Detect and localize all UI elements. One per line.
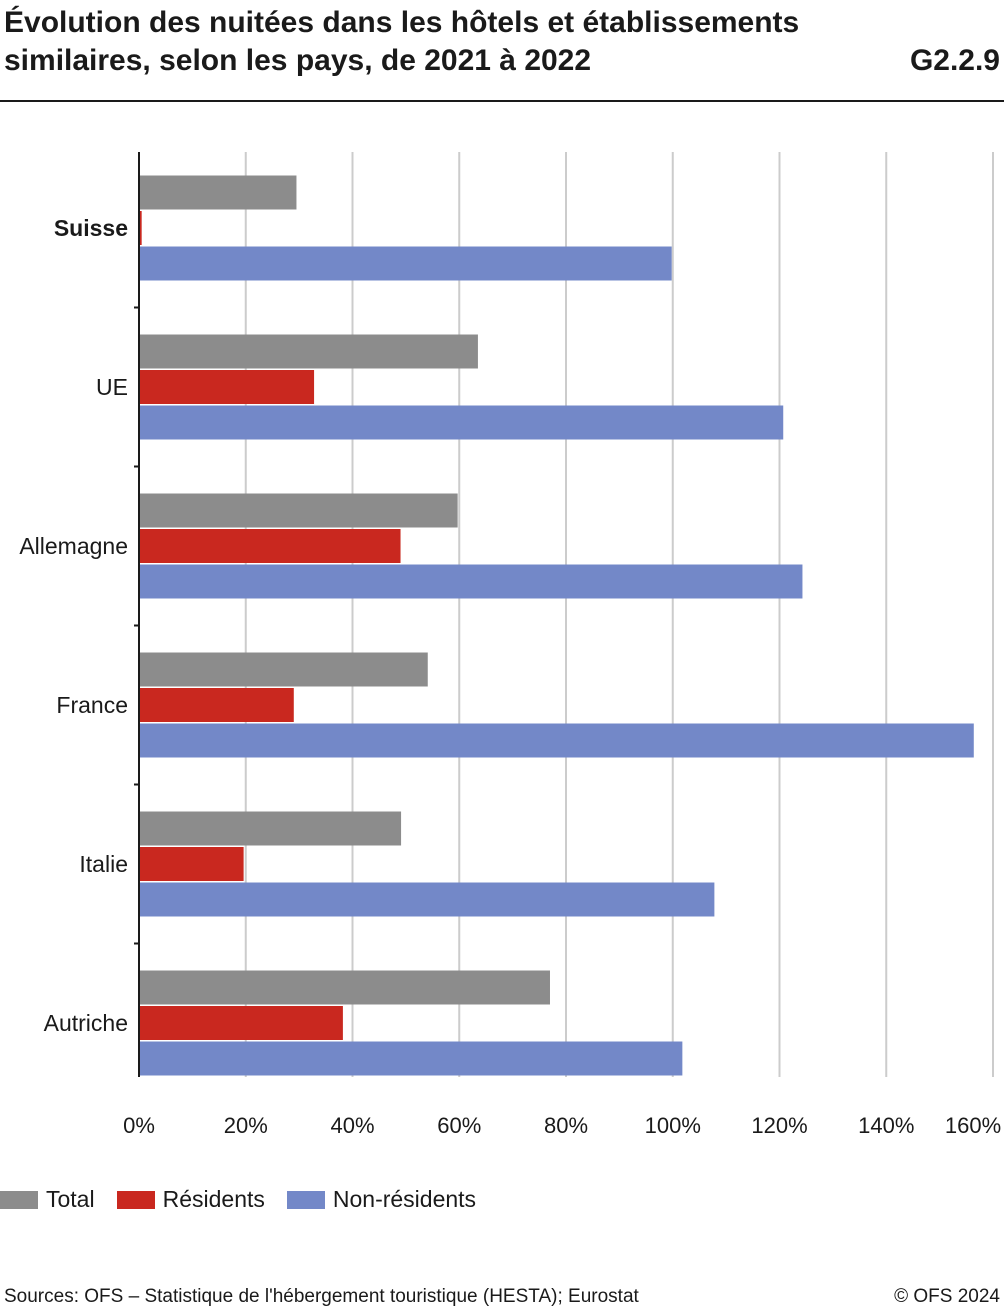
bar-total-italie xyxy=(139,811,402,846)
category-label: Italie xyxy=(79,851,128,877)
x-tick-label: 40% xyxy=(330,1113,374,1138)
bar-r-sidents-suisse xyxy=(139,211,142,245)
category-label: Allemagne xyxy=(19,533,128,559)
x-tick-label: 0% xyxy=(123,1113,155,1138)
bar-total-allemagne xyxy=(139,493,458,528)
bar-non-r-sidents-ue xyxy=(139,405,784,440)
chart-code: G2.2.9 xyxy=(909,44,1000,77)
legend-label-residents: Résidents xyxy=(162,1186,265,1212)
legend-item-total: Total xyxy=(0,1186,95,1213)
legend-swatch-total xyxy=(0,1190,38,1209)
legend-swatch-residents xyxy=(116,1190,155,1209)
source-note: Sources: OFS – Statistique de l'hébergem… xyxy=(4,1286,639,1307)
bar-total-ue xyxy=(139,334,478,369)
labels: 0% 20% 40% 60% 80% 100% 120% 140% 160% Suisse UE Al… xyxy=(19,215,1001,1138)
bar-r-sidents-autriche xyxy=(139,1006,343,1040)
bar-r-sidents-ue xyxy=(139,370,315,404)
bar-non-r-sidents-france xyxy=(139,723,974,758)
legend-label-non-residents: Non-résidents xyxy=(332,1186,477,1212)
x-tick-label: 160% xyxy=(945,1113,1001,1138)
category-label: Autriche xyxy=(44,1010,128,1036)
category-label: France xyxy=(56,692,128,718)
bar-r-sidents-italie xyxy=(139,847,244,881)
legend-item-non-residents: Non-résidents xyxy=(286,1186,477,1213)
chart-title: Évolution des nuitées dans les hôtels et… xyxy=(4,6,800,77)
bar-non-r-sidents-italie xyxy=(139,882,715,917)
bar-non-r-sidents-autriche xyxy=(139,1041,683,1076)
copyright: © OFS 2024 xyxy=(894,1286,1000,1307)
gridlines xyxy=(244,152,994,1077)
bar-r-sidents-france xyxy=(139,688,294,722)
bar-r-sidents-allemagne xyxy=(139,529,401,563)
x-tick-label: 60% xyxy=(437,1113,481,1138)
bar-chart: 0% 20% 40% 60% 80% 100% 120% 140% 160% Suisse UE Al… xyxy=(19,152,1001,1138)
bars xyxy=(139,175,974,1076)
legend-label-total: Total xyxy=(46,1186,95,1212)
category-label: UE xyxy=(96,374,128,400)
legend-swatch-non-residents xyxy=(286,1190,325,1209)
x-tick-label: 140% xyxy=(858,1113,914,1138)
category-label: Suisse xyxy=(54,215,128,241)
legend: Total Résidents Non-résidents xyxy=(0,1186,498,1213)
x-tick-label: 20% xyxy=(224,1113,268,1138)
x-tick-label: 100% xyxy=(645,1113,701,1138)
bar-total-autriche xyxy=(139,970,550,1005)
bar-non-r-sidents-suisse xyxy=(139,246,672,281)
bar-total-france xyxy=(139,652,428,687)
x-tick-label: 120% xyxy=(751,1113,807,1138)
title-divider xyxy=(0,100,1004,102)
bar-non-r-sidents-allemagne xyxy=(139,564,803,599)
bar-total-suisse xyxy=(139,175,297,210)
footer: Sources: OFS – Statistique de l'hébergem… xyxy=(4,1286,1000,1308)
legend-item-residents: Résidents xyxy=(116,1186,265,1213)
axes xyxy=(134,152,140,1077)
x-tick-label: 80% xyxy=(544,1113,588,1138)
